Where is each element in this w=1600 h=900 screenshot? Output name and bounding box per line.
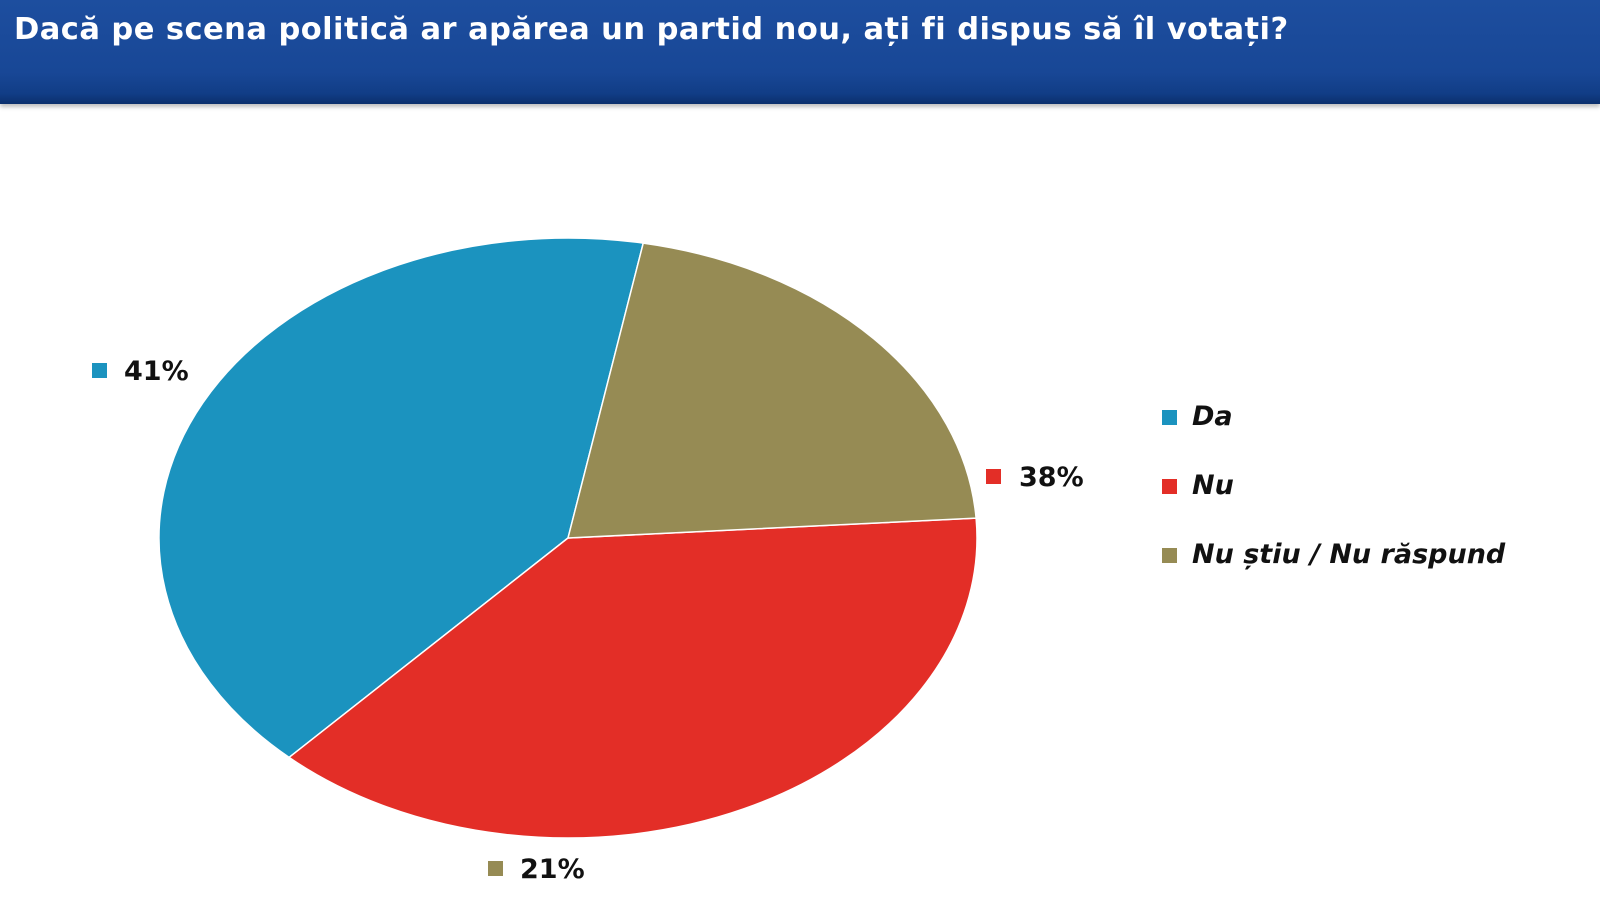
data-label-1: 41% — [124, 356, 189, 387]
data-label-marker-2 — [986, 469, 1001, 484]
legend-label-2: Nu — [1192, 470, 1234, 501]
legend: Da Nu Nu știu / Nu răspund — [1162, 401, 1506, 570]
legend-label-1: Da — [1192, 401, 1233, 432]
legend-swatch-1 — [1162, 410, 1177, 425]
data-label-2: 38% — [1019, 462, 1084, 493]
data-labels: 41% 38% 21% — [92, 356, 1084, 885]
title-bar: Dacă pe scena politică ar apărea un part… — [0, 0, 1600, 104]
data-label-3: 21% — [520, 854, 585, 885]
data-label-marker-3 — [488, 861, 503, 876]
pie-slice-3 — [567, 242, 977, 539]
legend-swatch-3 — [1162, 548, 1177, 563]
pie-slice-2 — [288, 517, 978, 839]
page-title: Dacă pe scena politică ar apărea un part… — [14, 12, 1289, 47]
legend-label-3: Nu știu / Nu răspund — [1192, 539, 1506, 570]
legend-swatch-2 — [1162, 479, 1177, 494]
pie-slices — [158, 237, 978, 839]
pie-slice-1 — [158, 237, 644, 759]
data-label-marker-1 — [92, 363, 107, 378]
